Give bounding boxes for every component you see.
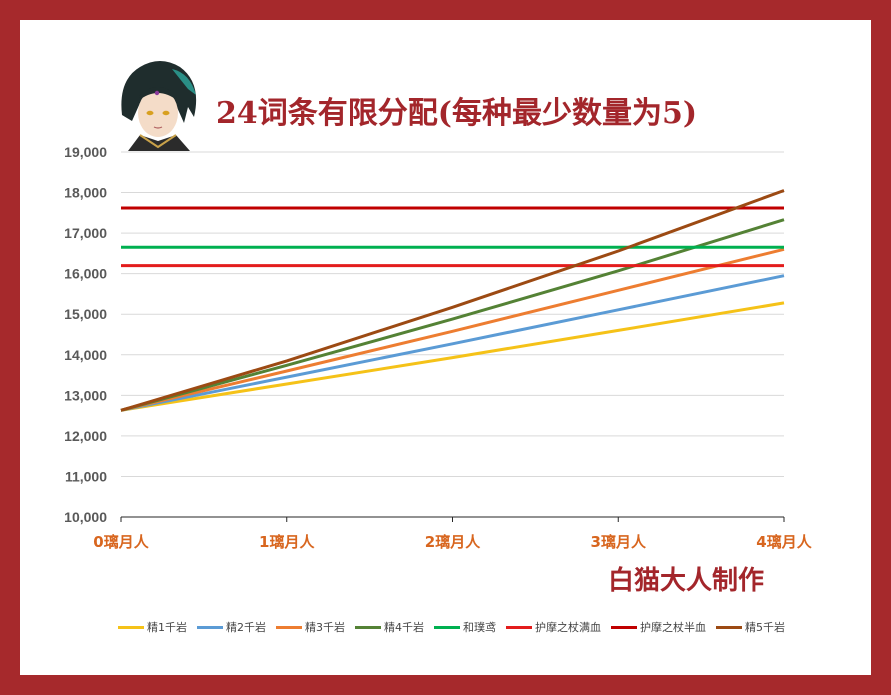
legend-label: 精5千岩 — [745, 621, 785, 634]
author-credit: 白猫大人制作 — [608, 566, 765, 596]
axes — [120, 516, 785, 522]
legend-label: 精1千岩 — [147, 621, 187, 634]
legend-swatch — [611, 625, 637, 629]
y-tick-label: 11,000 — [65, 468, 107, 484]
chart-title: 24词条有限分配(每种最少数量为5) — [216, 96, 698, 131]
y-tick-label: 18,000 — [64, 185, 107, 201]
legend-item-4: 精4千岩 — [355, 619, 424, 635]
legend-swatch — [506, 625, 532, 629]
legend-label: 和璞鸢 — [463, 621, 496, 634]
x-tick-label: 0璃月人 — [93, 533, 149, 551]
legend-item-8: 精5千岩 — [716, 619, 785, 635]
x-tick-label: 4璃月人 — [756, 533, 812, 551]
y-tick-label: 19,000 — [64, 144, 107, 160]
y-tick-label: 12,000 — [64, 428, 107, 444]
series-line-1 — [120, 301, 785, 412]
tick-labels: 10,000 11,000 12,000 13,000 14,000 15,000 16,0… — [64, 144, 813, 551]
legend-item-6: 护摩之杖满血 — [506, 619, 601, 635]
y-tick-label: 15,000 — [64, 306, 107, 322]
y-tick-label: 10,000 — [64, 509, 107, 525]
legend-label: 精3千岩 — [305, 621, 345, 634]
x-tick-label: 3璃月人 — [591, 533, 647, 551]
legend-item-5: 和璞鸢 — [434, 619, 496, 635]
legend-swatch — [355, 625, 381, 629]
series-line-2 — [120, 274, 785, 412]
series-line-8 — [120, 189, 785, 412]
legend-label: 精4千岩 — [384, 621, 424, 634]
legend-item-1: 精1千岩 — [118, 619, 187, 635]
legend-label: 精2千岩 — [226, 621, 266, 634]
legend-swatch — [716, 625, 742, 629]
series-line-3 — [120, 247, 785, 412]
series-lines — [120, 189, 785, 412]
y-tick-label: 13,000 — [64, 387, 107, 403]
legend: 精1千岩 精2千岩 精3千岩 精4千岩 和璞鸢 护摩之杖满血 护摩之杖半血 精5千岩 — [118, 619, 785, 635]
y-tick-label: 17,000 — [64, 225, 107, 241]
x-tick-label: 1璃月人 — [259, 533, 315, 551]
legend-label: 护摩之杖满血 — [535, 621, 601, 634]
legend-label: 护摩之杖半血 — [640, 621, 706, 634]
grid-lines — [121, 151, 784, 477]
series-line-4 — [120, 218, 785, 412]
legend-item-2: 精2千岩 — [197, 619, 266, 635]
legend-swatch — [434, 625, 460, 629]
y-tick-label: 16,000 — [64, 266, 107, 282]
y-tick-label: 14,000 — [64, 347, 107, 363]
legend-item-3: 精3千岩 — [276, 619, 345, 635]
legend-swatch — [118, 625, 144, 629]
legend-swatch — [197, 625, 223, 629]
legend-item-7: 护摩之杖半血 — [611, 619, 706, 635]
x-tick-label: 2璃月人 — [425, 533, 481, 551]
legend-swatch — [276, 625, 302, 629]
character-avatar — [121, 61, 197, 151]
